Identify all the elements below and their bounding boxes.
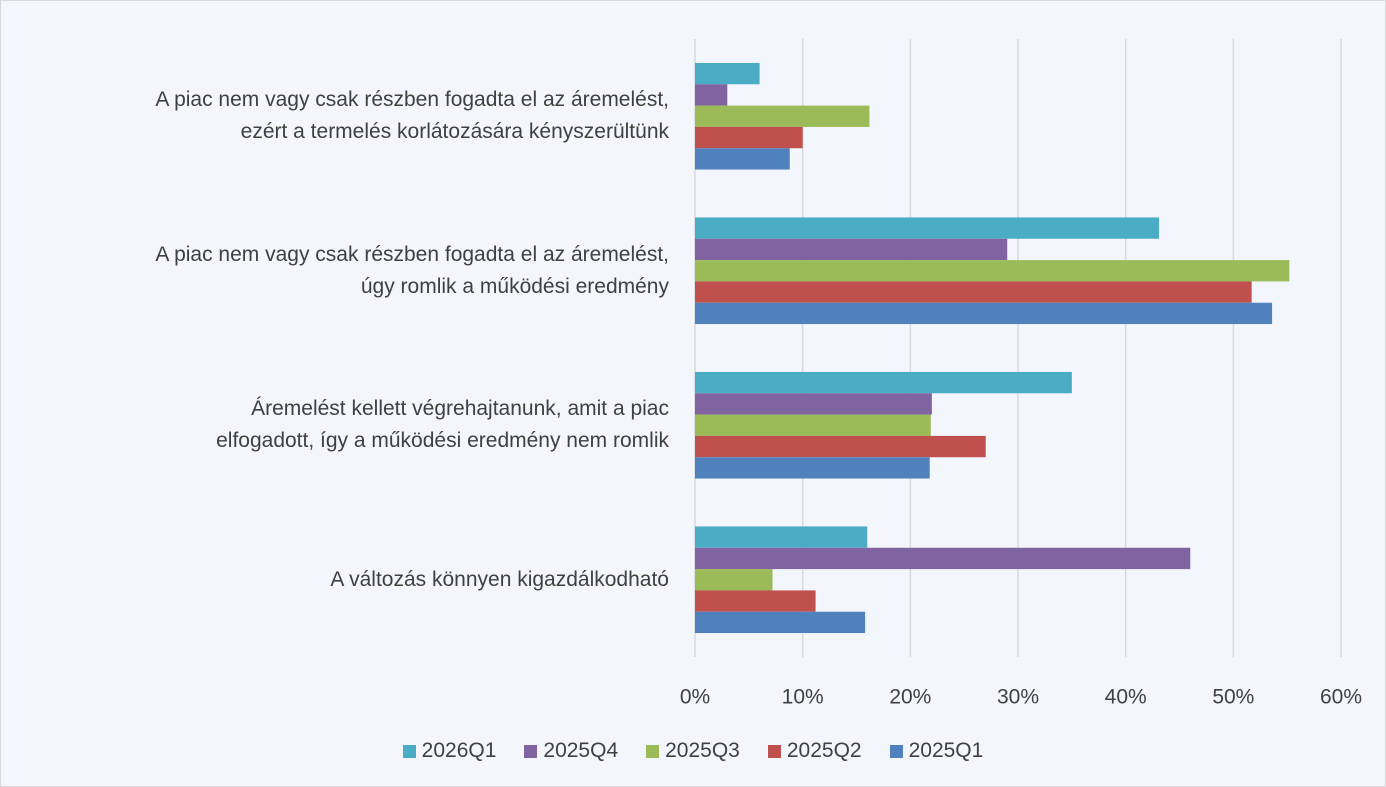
bar	[695, 148, 790, 170]
bar	[695, 414, 931, 436]
legend: 2026Q1 2025Q4 2025Q3 2025Q2 2025Q1	[1, 739, 1385, 763]
legend-swatch	[524, 744, 538, 758]
bar	[695, 84, 728, 106]
category-label: A piac nem vagy csak részben fogadta el …	[155, 88, 669, 144]
bar	[695, 371, 1072, 394]
bar	[695, 393, 932, 415]
legend-label: 2025Q4	[543, 739, 619, 762]
x-tick-label: 10%	[782, 686, 824, 709]
bar	[695, 126, 803, 149]
bar	[695, 217, 1160, 239]
legend-swatch	[402, 744, 416, 758]
legend-label: 2025Q3	[665, 739, 740, 762]
x-tick-label: 30%	[997, 686, 1039, 709]
legend-item: 2025Q3	[646, 739, 740, 763]
x-tick-label: 0%	[680, 686, 710, 709]
bar	[695, 547, 1191, 570]
legend-item: 2025Q4	[524, 739, 618, 763]
bar	[695, 526, 868, 548]
legend-label: 2025Q2	[786, 739, 862, 762]
x-tick-label: 50%	[1212, 686, 1254, 709]
category-label: A piac nem vagy csak részben fogadta el …	[155, 242, 669, 298]
legend-label: 2025Q1	[908, 739, 984, 762]
bar	[695, 302, 1273, 325]
x-tick-label: 40%	[1105, 686, 1147, 709]
bar	[695, 238, 1008, 261]
x-tick-label: 60%	[1320, 686, 1362, 709]
bar	[695, 62, 760, 85]
x-tick-label: 20%	[889, 686, 931, 709]
legend-label: 2026Q1	[421, 739, 497, 762]
category-label: Áremelést kellett végrehajtanunk, amit a…	[216, 397, 669, 453]
bar	[695, 457, 930, 479]
legend-item: 2026Q1	[402, 739, 497, 763]
legend-swatch	[889, 744, 903, 758]
category-label: A változás könnyen kigazdálkodható	[330, 567, 669, 591]
legend-item: 2025Q2	[767, 739, 862, 763]
bar	[695, 611, 866, 634]
bar	[695, 435, 986, 458]
legend-item: 2025Q1	[889, 739, 984, 763]
bar	[695, 105, 870, 127]
bar	[695, 281, 1252, 303]
bar	[695, 590, 816, 612]
legend-swatch	[646, 744, 660, 758]
legend-swatch	[767, 744, 781, 758]
bar	[695, 260, 1290, 282]
bar	[695, 569, 773, 591]
